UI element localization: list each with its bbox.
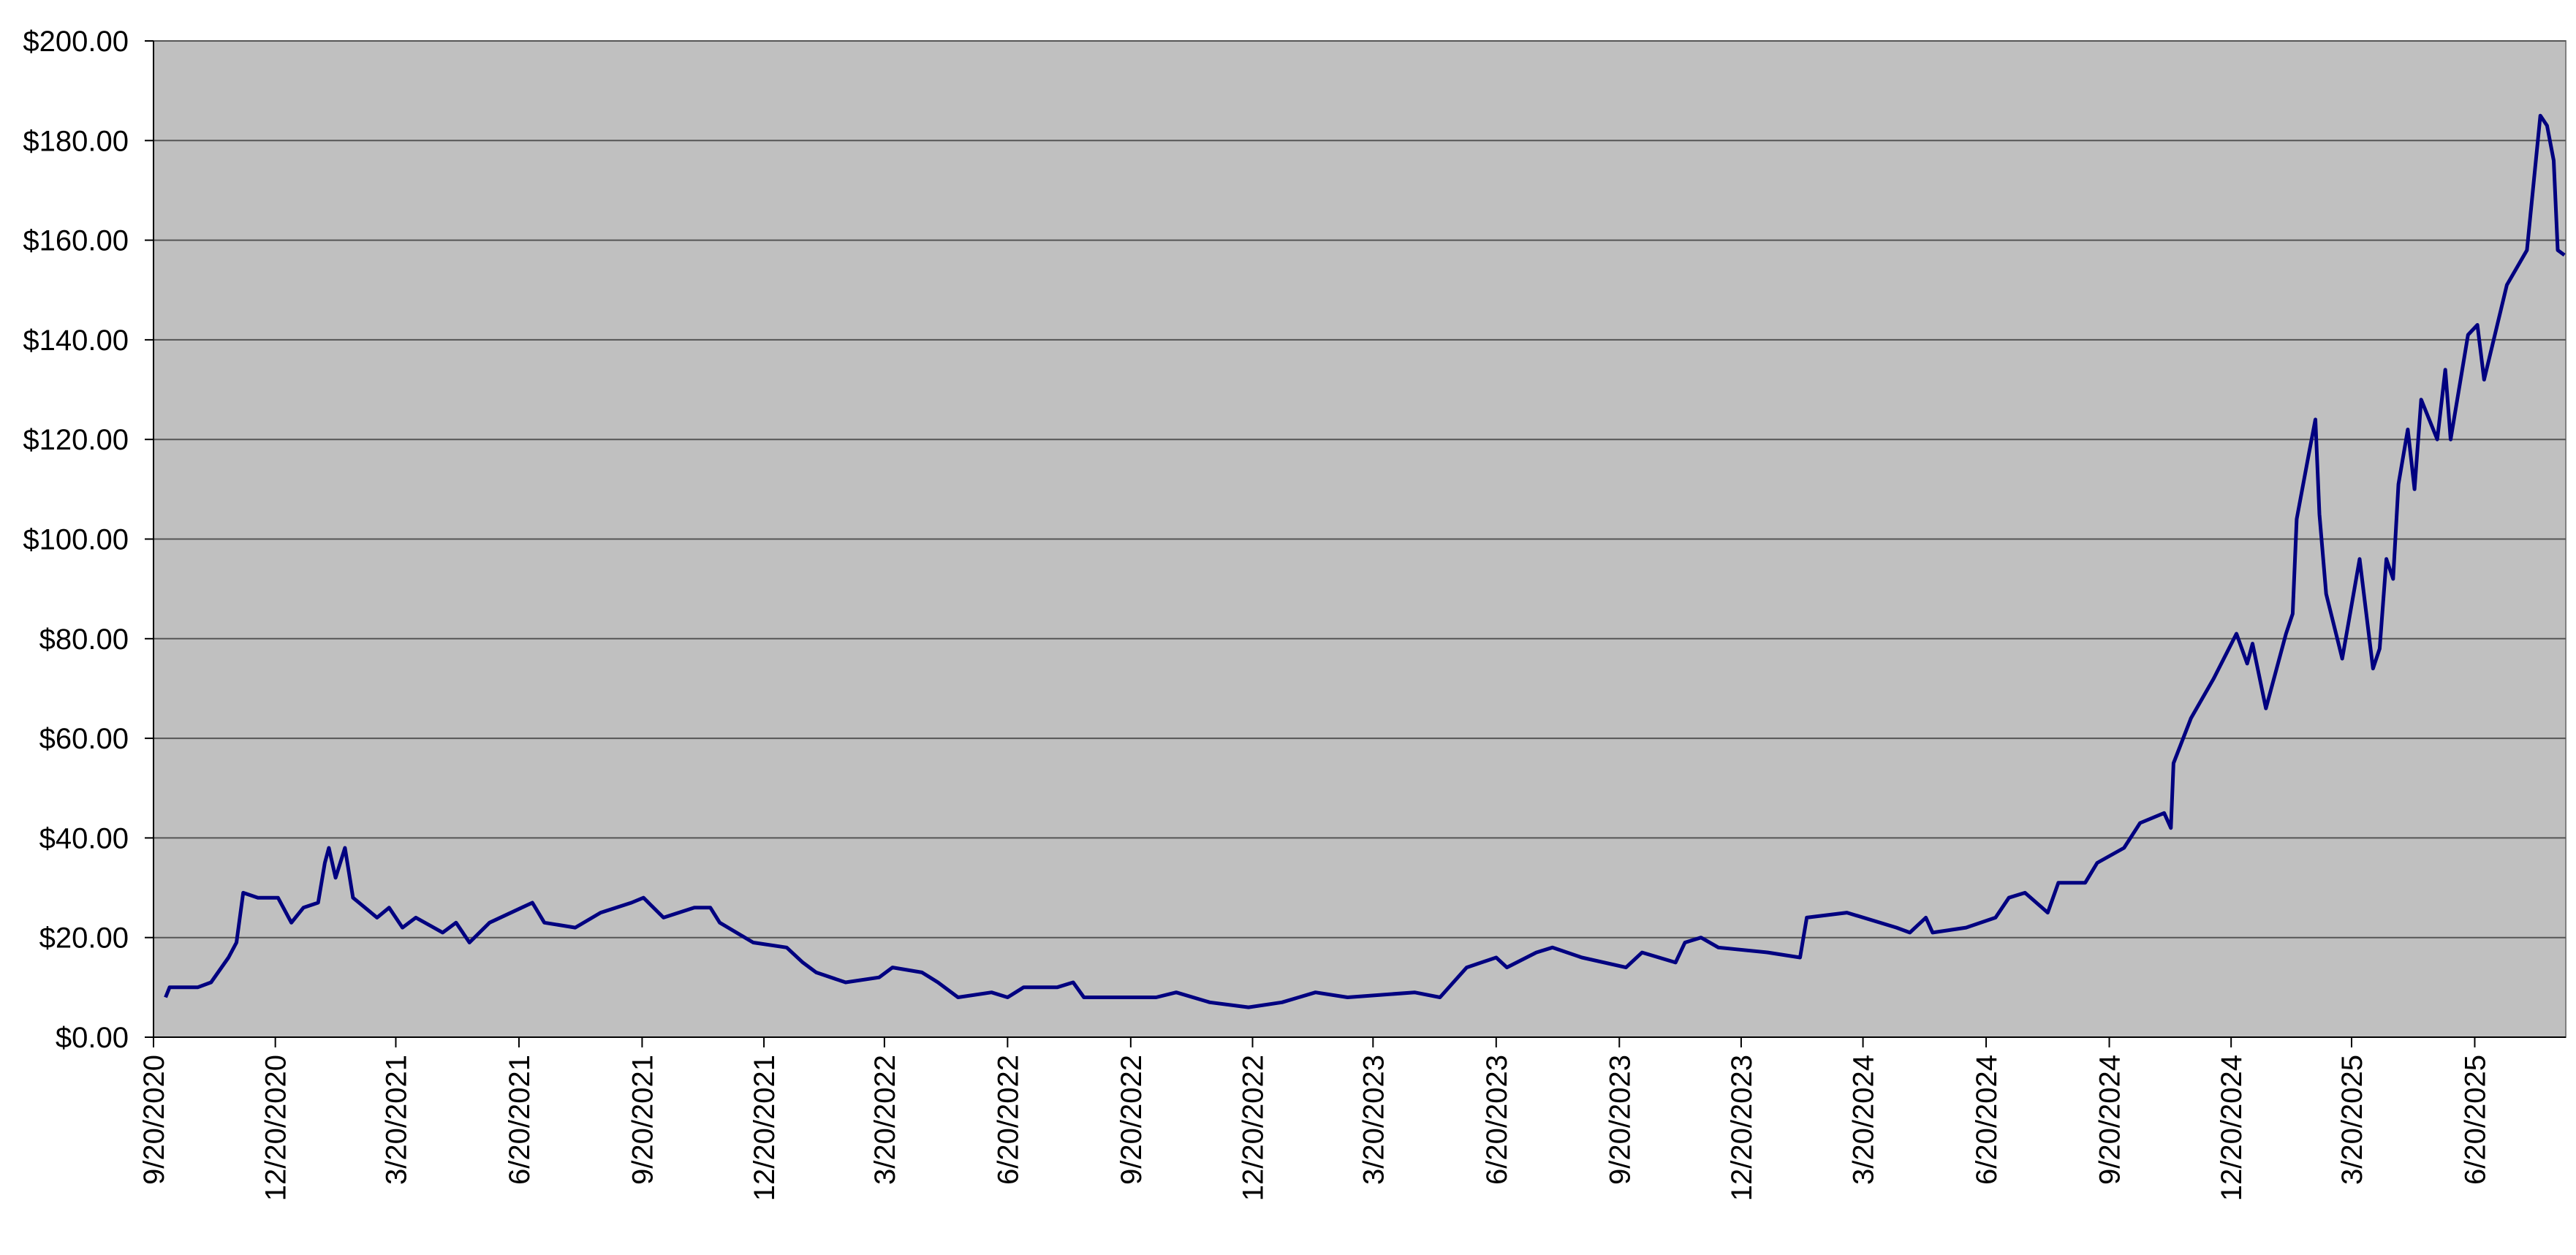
x-tick-label: 6/20/2021 [504,1055,536,1185]
x-tick-label: 3/20/2025 [2336,1055,2368,1185]
x-tick-label: 3/20/2021 [380,1055,412,1185]
y-tick-label: $200.00 [23,26,129,58]
x-tick-label: 3/20/2023 [1357,1055,1390,1185]
x-tick-label: 6/20/2024 [1971,1055,2003,1185]
y-tick-label: $60.00 [39,723,129,755]
y-tick-label: $20.00 [39,922,129,955]
y-tick-label: $40.00 [39,822,129,854]
price-line [164,113,2566,1009]
x-tick-label: 3/20/2024 [1848,1055,1880,1185]
x-tick-label: 12/20/2020 [260,1055,292,1201]
x-tick-label: 9/20/2020 [138,1055,170,1185]
x-tick-label: 9/20/2024 [2094,1055,2126,1185]
x-tick-label: 9/20/2021 [626,1055,659,1185]
x-tick-label: 9/20/2023 [1604,1055,1636,1185]
x-tick-label: 9/20/2022 [1115,1055,1148,1185]
y-tick-label: $180.00 [23,125,129,157]
y-tick-label: $160.00 [23,225,129,257]
y-tick-label: $0.00 [56,1022,129,1054]
x-tick-label: 3/20/2022 [869,1055,901,1185]
y-tick-label: $140.00 [23,325,129,357]
x-tick-label: 12/20/2022 [1237,1055,1269,1201]
x-tick-label: 6/20/2025 [2459,1055,2491,1185]
x-tick-label: 6/20/2022 [992,1055,1024,1185]
x-tick-label: 12/20/2024 [2216,1055,2248,1201]
y-tick-label: $120.00 [23,424,129,456]
y-tick-label: $100.00 [23,524,129,556]
x-tick-label: 12/20/2023 [1726,1055,1758,1201]
x-tick-label: 12/20/2021 [749,1055,781,1201]
x-tick-label: 6/20/2023 [1481,1055,1513,1185]
y-tick-label: $80.00 [39,623,129,656]
